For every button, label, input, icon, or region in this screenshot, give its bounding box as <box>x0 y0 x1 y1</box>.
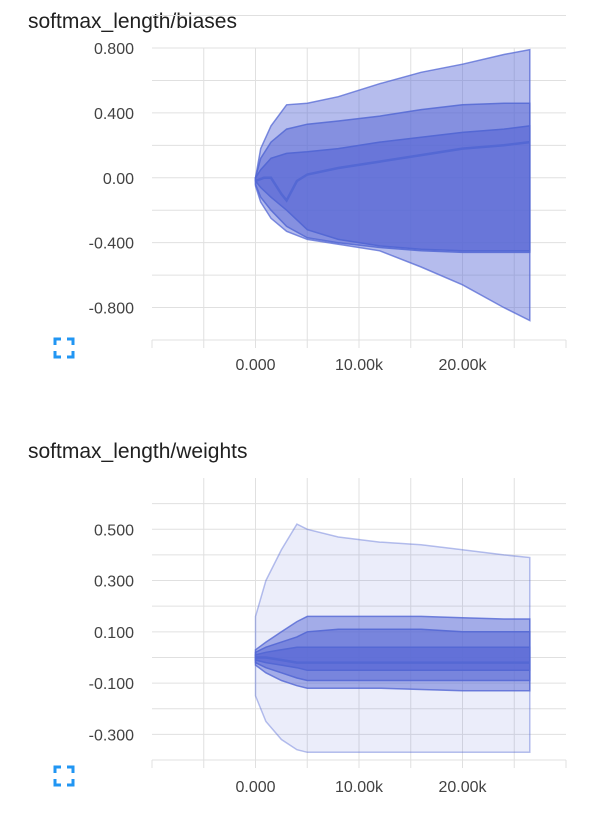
y-tick-label: 0.800 <box>94 41 134 58</box>
y-tick-label: -0.300 <box>89 727 134 744</box>
y-tick-label: 0.400 <box>94 106 134 123</box>
median-line <box>255 140 530 203</box>
fullscreen-expand-icon[interactable] <box>52 336 76 360</box>
x-tick-label: 10.00k <box>335 357 384 374</box>
fullscreen-expand-icon[interactable] <box>52 764 76 788</box>
chart-panel-biases: softmax_length/biases 0.800 0.400 0.00 -0.4… <box>0 10 594 380</box>
y-tick-label: -0.400 <box>89 236 134 253</box>
chart-title: softmax_length/weights <box>28 440 248 463</box>
histogram-chart-weights: 0.500 0.300 0.100 -0.100 -0.300 0.000 10.00k 20… <box>89 478 567 796</box>
x-tick-label: 0.000 <box>235 779 275 796</box>
distribution-band <box>254 646 531 672</box>
x-tick-label: 20.00k <box>438 357 487 374</box>
histogram-chart-biases: 0.800 0.400 0.00 -0.400 -0.800 0.000 10.00k 20.… <box>89 15 567 374</box>
y-tick-label: 0.300 <box>94 574 134 591</box>
median-line <box>255 656 530 664</box>
chart-title: softmax_length/biases <box>28 10 237 33</box>
y-tick-label: 0.500 <box>94 522 134 539</box>
x-tick-label: 0.000 <box>235 357 275 374</box>
x-tick-label: 20.00k <box>438 779 487 796</box>
x-tick-label: 10.00k <box>335 779 384 796</box>
distribution-band <box>254 125 531 252</box>
y-tick-label: 0.100 <box>94 625 134 642</box>
chart-panel-weights: softmax_length/weights 0.500 0.300 0.100 -0… <box>0 440 594 810</box>
y-tick-label: 0.00 <box>103 171 134 188</box>
y-tick-label: -0.800 <box>89 301 134 318</box>
y-tick-label: -0.100 <box>89 676 134 693</box>
